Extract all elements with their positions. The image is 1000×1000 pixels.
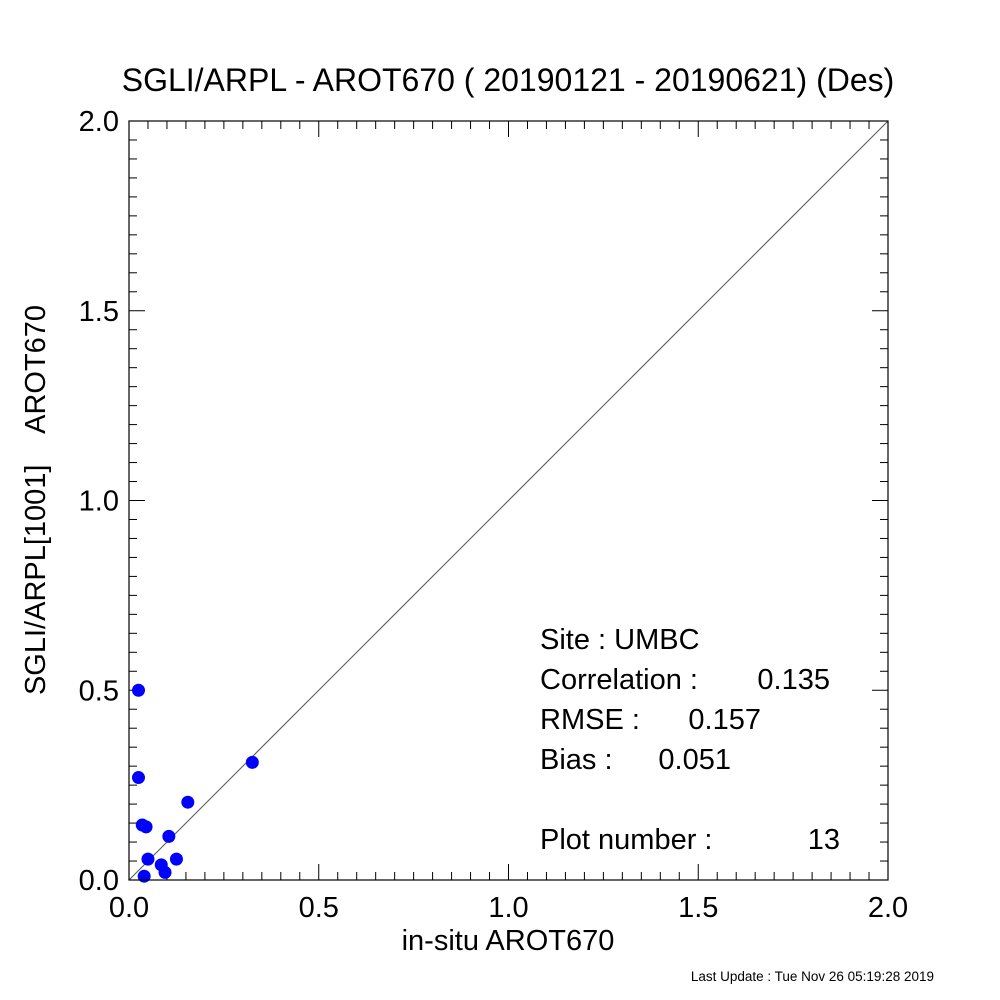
one-to-one-line [128, 120, 889, 881]
stat-plot-number-label: Plot number : [540, 824, 712, 856]
x-tick-label: 1.0 [488, 892, 528, 924]
data-point [181, 795, 195, 809]
data-point [169, 852, 183, 866]
y-tick-label: 0.5 [79, 675, 119, 707]
chart-title: SGLI/ARPL - AROT670 ( 20190121 - 2019062… [122, 62, 895, 98]
x-tick-label: 0.0 [109, 892, 149, 924]
x-axis-label: in-situ AROT670 [402, 925, 615, 957]
stat-rmse-value: 0.157 [688, 704, 761, 736]
x-tick-label: 1.5 [678, 892, 718, 924]
axis-ticks [128, 120, 889, 881]
plot-frame [128, 120, 889, 881]
stat-correlation-label: Correlation : [540, 664, 698, 696]
axis-tick-labels: 0.0 0.5 1.0 1.5 2.0 0.0 0.5 1.0 1.5 2.0 [79, 106, 908, 924]
y-axis-label: SGLI/ARPL[1001] AROT670 [20, 305, 52, 695]
data-point [162, 829, 176, 843]
stat-bias-value: 0.051 [658, 744, 731, 776]
stat-bias-label: Bias : [540, 744, 613, 776]
data-point [131, 683, 145, 697]
stat-site: Site : UMBC [540, 624, 700, 656]
stat-rmse-label: RMSE : [540, 704, 640, 736]
data-point [139, 820, 153, 834]
y-tick-label: 1.0 [79, 486, 119, 518]
stat-correlation-value: 0.135 [757, 664, 830, 696]
y-tick-label: 0.0 [79, 865, 119, 897]
data-point [137, 869, 151, 883]
data-point [158, 865, 172, 879]
stat-plot-number-value: 13 [808, 824, 840, 856]
x-tick-label: 2.0 [868, 892, 908, 924]
x-tick-label: 0.5 [299, 892, 339, 924]
last-update-text: Last Update : Tue Nov 26 05:19:28 2019 [690, 969, 934, 984]
data-point [245, 755, 259, 769]
data-point [131, 771, 145, 785]
data-points [131, 683, 259, 883]
y-tick-label: 1.5 [79, 296, 119, 328]
data-point [141, 852, 155, 866]
y-tick-label: 2.0 [79, 106, 119, 138]
